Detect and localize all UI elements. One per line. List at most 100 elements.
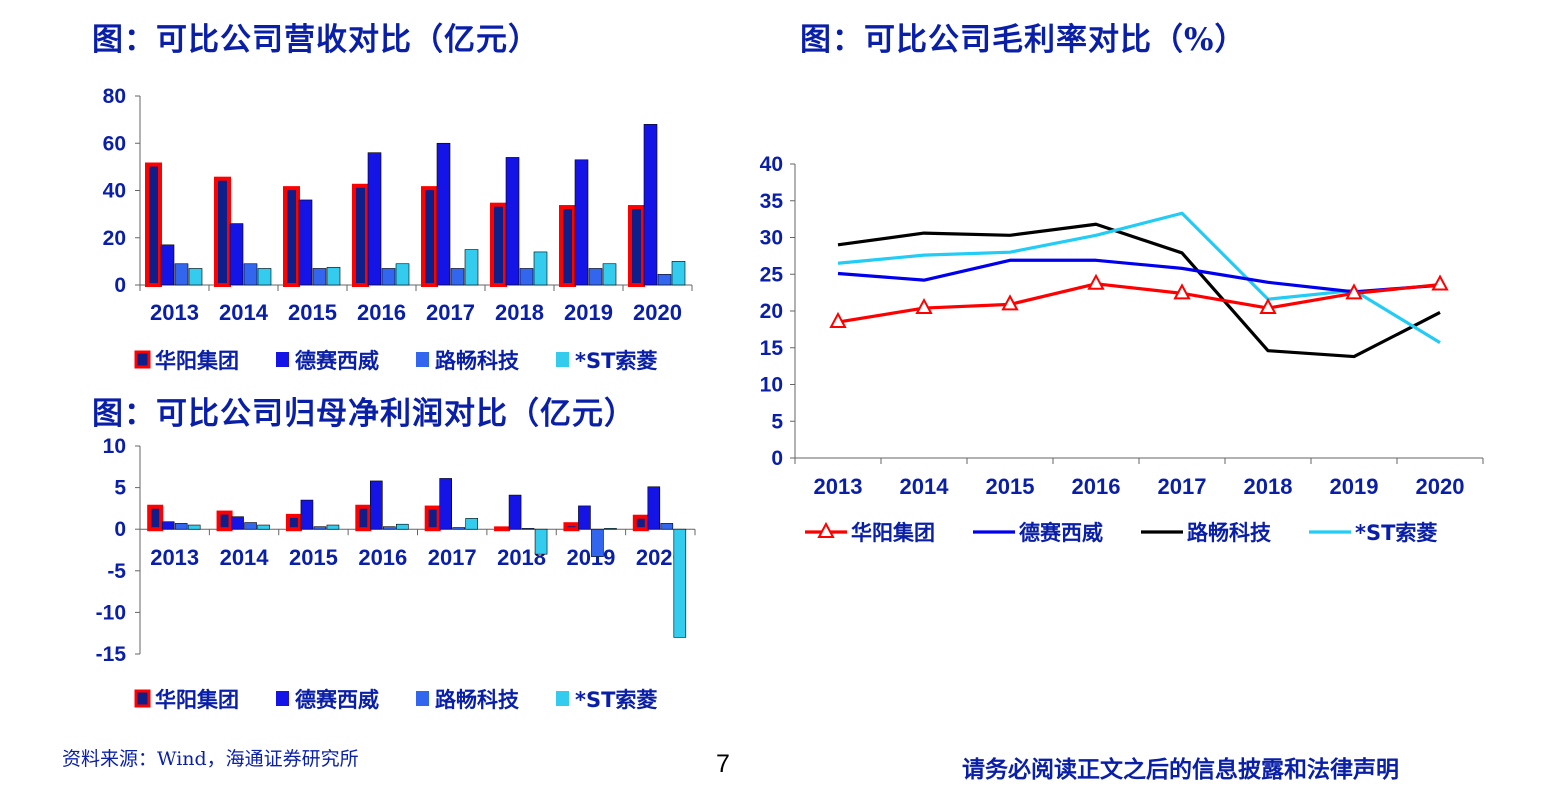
net_profit-legend-label: 德赛西威 xyxy=(295,688,379,712)
revenue-legend-label: 德赛西威 xyxy=(295,349,379,373)
revenue-bar-华阳集团 xyxy=(283,186,300,287)
net_profit-bar-德赛西威 xyxy=(370,480,383,530)
gross_margin-marker-华阳集团 xyxy=(915,297,933,315)
revenue-bar-德赛西威 xyxy=(643,124,658,286)
gross_margin-marker-华阳集团 xyxy=(1345,283,1363,300)
gross_margin-category-label: 2018 xyxy=(1244,474,1293,499)
revenue-bar-路畅科技 xyxy=(450,268,465,286)
net_profit-legend-swatch xyxy=(276,691,289,706)
gross_margin-legend-marker xyxy=(817,521,835,538)
revenue-category-label: 2018 xyxy=(495,300,544,325)
net_profit-category-label: 2017 xyxy=(428,545,477,570)
gross_margin-legend-label: 华阳集团 xyxy=(851,521,935,545)
gross_margin-y-tick-label: 10 xyxy=(760,374,783,397)
net_profit-bar-华阳集团 xyxy=(216,510,233,532)
revenue-legend-label: *ST索菱 xyxy=(575,349,657,373)
revenue-bar-路畅科技 xyxy=(588,268,603,286)
net_profit-bar-华阳集团 xyxy=(147,504,164,532)
gross_margin-y-tick-label: 5 xyxy=(771,410,783,433)
revenue-bar-华阳集团 xyxy=(352,183,369,287)
revenue-category-label: 2019 xyxy=(564,300,613,325)
gross_margin-marker-华阳集团 xyxy=(1001,294,1019,311)
net_profit-category-label: 2014 xyxy=(220,545,270,570)
net_profit-bar-路畅科技 xyxy=(383,526,396,530)
net_profit-bar-德赛西威 xyxy=(439,478,452,530)
gross_margin-category-label: 2020 xyxy=(1416,474,1465,499)
revenue-bar-华阳集团 xyxy=(559,205,576,288)
net_profit-y-tick-label: -15 xyxy=(96,643,127,666)
net_profit-bar-路畅科技 xyxy=(313,526,327,530)
gross_margin-marker-华阳集团 xyxy=(1173,283,1191,300)
revenue-bar-德赛西威 xyxy=(436,142,451,286)
gross_margin-line-华阳集团 xyxy=(837,282,1441,324)
revenue-bar-德赛西威 xyxy=(160,244,175,286)
gross_margin-marker-华阳集团 xyxy=(1431,274,1449,291)
revenue-bar-*ST索菱 xyxy=(602,263,617,286)
source-note: 资料来源：Wind，海通证券研究所 xyxy=(62,748,359,770)
net_profit-bar-*ST索菱 xyxy=(534,528,548,555)
net_profit-bar-华阳集团 xyxy=(494,526,511,532)
revenue-bar-路畅科技 xyxy=(381,268,396,286)
gross_margin-legend-label: 路畅科技 xyxy=(1187,521,1272,545)
revenue-legend-label: 路畅科技 xyxy=(435,349,520,373)
gross-margin-chart-title: 图：可比公司毛利率对比（%） xyxy=(800,22,1247,58)
net_profit-bar-路畅科技 xyxy=(521,528,535,530)
revenue-bar-*ST索菱 xyxy=(533,251,548,286)
net_profit-bar-华阳集团 xyxy=(355,504,372,532)
revenue-category-label: 2014 xyxy=(219,300,269,325)
revenue-y-tick-label: 60 xyxy=(103,132,126,155)
revenue-legend-swatch xyxy=(556,352,569,367)
net_profit-y-tick-label: 0 xyxy=(114,518,126,541)
net_profit-legend-label: *ST索菱 xyxy=(575,688,657,712)
revenue-category-label: 2017 xyxy=(426,300,475,325)
page-number: 7 xyxy=(716,750,730,778)
revenue-bar-路畅科技 xyxy=(243,263,258,286)
gross_margin-category-label: 2014 xyxy=(900,474,950,499)
gross_margin-y-tick-label: 25 xyxy=(760,263,784,286)
revenue-bar-华阳集团 xyxy=(214,176,231,287)
net_profit-bar-华阳集团 xyxy=(424,505,441,532)
net_profit-y-tick-label: 10 xyxy=(103,435,126,458)
revenue-category-label: 2016 xyxy=(357,300,406,325)
revenue-bar-*ST索菱 xyxy=(464,249,479,286)
net_profit-bar-德赛西威 xyxy=(231,516,244,530)
disclaimer: 请务必阅读正文之后的信息披露和法律声明 xyxy=(962,756,1399,783)
revenue-bar-德赛西威 xyxy=(298,199,313,286)
revenue-legend-swatch xyxy=(276,352,289,367)
gross_margin-marker-华阳集团 xyxy=(1259,297,1277,315)
net_profit-bar-*ST索菱 xyxy=(465,518,478,530)
revenue-legend-swatch xyxy=(416,352,429,367)
revenue-bar-德赛西威 xyxy=(505,157,520,286)
revenue-bar-*ST索菱 xyxy=(671,261,686,286)
net_profit-bar-华阳集团 xyxy=(632,514,649,532)
revenue-y-tick-label: 80 xyxy=(103,85,126,108)
gross_margin-marker-华阳集团 xyxy=(829,311,847,329)
gross_margin-y-tick-label: 20 xyxy=(760,300,783,323)
net_profit-bar-路畅科技 xyxy=(452,527,465,530)
net_profit-bar-*ST索菱 xyxy=(187,524,201,530)
net_profit-bar-路畅科技 xyxy=(591,528,604,557)
gross_margin-y-tick-label: 0 xyxy=(771,447,783,470)
net_profit-bar-路畅科技 xyxy=(174,523,188,530)
gross_margin-legend-label: *ST索菱 xyxy=(1355,521,1437,545)
revenue-bar-德赛西威 xyxy=(229,223,244,286)
revenue-bar-德赛西威 xyxy=(574,159,589,286)
revenue-bar-*ST索菱 xyxy=(257,268,272,286)
net_profit-bar-*ST索菱 xyxy=(257,524,270,530)
net_profit-bar-德赛西威 xyxy=(161,521,175,530)
gross_margin-y-tick-label: 15 xyxy=(760,337,784,360)
net_profit-legend-swatch xyxy=(556,691,569,706)
net_profit-bar-路畅科技 xyxy=(244,522,257,530)
gross_margin-marker-华阳集团 xyxy=(1087,273,1105,290)
revenue-bar-*ST索菱 xyxy=(395,263,410,286)
net_profit-bar-*ST索菱 xyxy=(326,524,340,530)
net_profit-bar-德赛西威 xyxy=(647,486,661,530)
net_profit-y-tick-label: 5 xyxy=(114,477,126,500)
net_profit-category-label: 2016 xyxy=(358,545,407,570)
revenue-bar-华阳集团 xyxy=(490,202,507,287)
net_profit-category-label: 2015 xyxy=(289,545,338,570)
net_profit-legend-swatch xyxy=(416,691,429,706)
net_profit-category-label: 2013 xyxy=(150,545,199,570)
revenue-bar-华阳集团 xyxy=(421,186,438,287)
